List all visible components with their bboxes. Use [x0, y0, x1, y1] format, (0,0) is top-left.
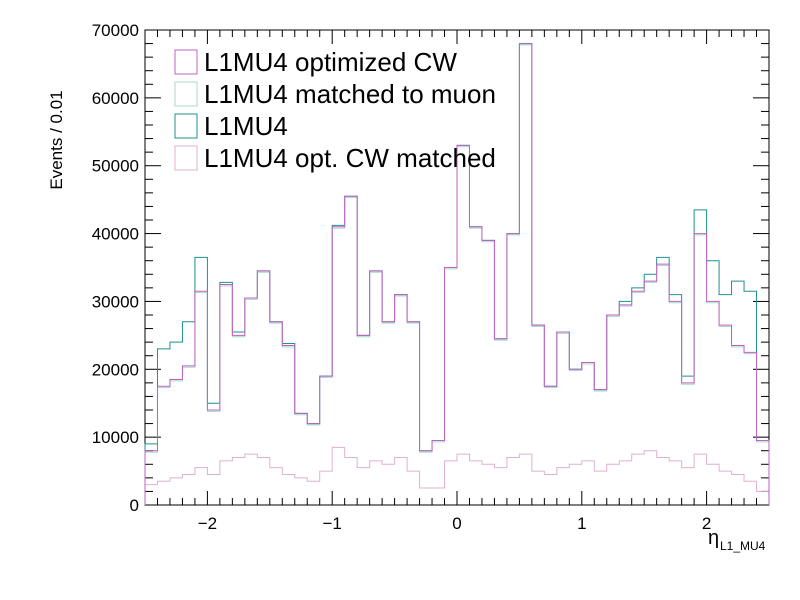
y-tick-label: 0	[130, 496, 139, 515]
y-tick-label: 70000	[92, 21, 139, 40]
y-tick-label: 20000	[92, 360, 139, 379]
legend-label: L1MU4 opt. CW matched	[204, 143, 496, 173]
tick-labels: −2 −1 0 1 2 0 10000 20000 30000 40000 50000 60000 70…	[92, 21, 712, 533]
legend-swatch	[174, 81, 198, 107]
x-tick-label: 1	[577, 514, 586, 533]
x-tick-label: 2	[702, 514, 711, 533]
y-tick-label: 10000	[92, 428, 139, 447]
x-tick-label: −2	[198, 514, 217, 533]
histogram-series-0	[144, 43, 770, 505]
y-tick-label: 50000	[92, 157, 139, 176]
x-axis-title-sub: L1_MU4	[720, 539, 766, 553]
histogram-series-3	[144, 446, 770, 505]
legend-label: L1MU4	[204, 111, 288, 141]
x-tick-label: −1	[323, 514, 342, 533]
y-tick-label: 60000	[92, 89, 139, 108]
axis-ticks	[144, 29, 770, 506]
legend-swatch	[174, 113, 198, 139]
x-axis-title-main: η	[708, 527, 719, 549]
y-tick-label: 40000	[92, 225, 139, 244]
legend-swatch	[174, 49, 198, 75]
y-tick-label: 30000	[92, 292, 139, 311]
legend-label: L1MU4 matched to muon	[204, 79, 496, 109]
y-axis-title: Events / 0.01	[47, 90, 66, 189]
x-tick-label: 0	[452, 514, 461, 533]
legend-label: L1MU4 optimized CW	[204, 47, 457, 77]
legend-swatch	[174, 145, 198, 171]
series-layer	[144, 43, 770, 505]
